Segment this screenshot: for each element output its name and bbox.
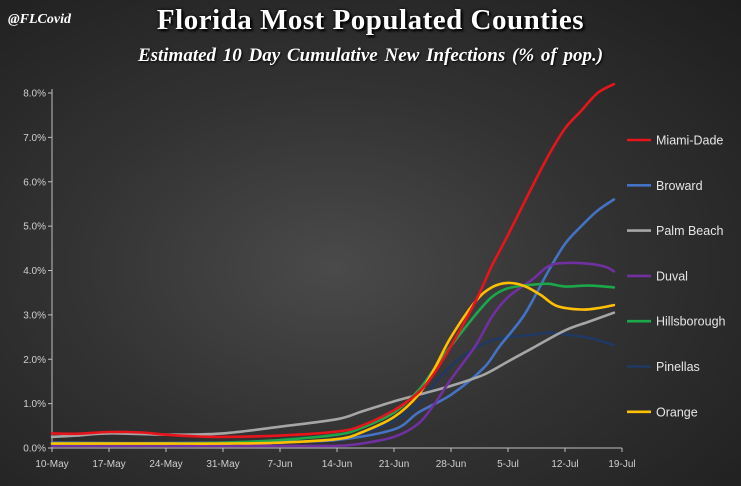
legend-label-hillsborough: Hillsborough — [656, 315, 726, 329]
y-tick-label: 0.0% — [23, 444, 46, 455]
x-tick-label: 7-Jun — [267, 459, 292, 470]
chart-subtitle: Estimated 10 Day Cumulative New Infectio… — [137, 45, 604, 66]
y-tick-label: 3.0% — [23, 310, 46, 321]
x-tick-label: 5-Jul — [497, 459, 519, 470]
y-tick-label: 4.0% — [23, 266, 46, 277]
x-tick-label: 21-Jun — [379, 459, 410, 470]
x-tick-label: 19-Jul — [608, 459, 635, 470]
y-tick-label: 8.0% — [23, 89, 46, 100]
plot-lines — [50, 82, 616, 448]
x-tick-label: 12-Jul — [551, 459, 578, 470]
series-line-orange — [50, 281, 616, 445]
x-tick-label: 28-Jun — [436, 459, 467, 470]
chart-legend: Miami-Dade Broward Palm Beach Duval Hillsbor… — [627, 134, 726, 419]
legend-label-miami-dade: Miami-Dade — [656, 134, 723, 148]
chart-axes: 0.0% 1.0% 2.0% 3.0% 4.0% 5.0% 6.0% 7.0% 8.0% 10-M… — [23, 89, 635, 471]
legend-label-broward: Broward — [656, 179, 703, 193]
x-tick-label: 31-May — [206, 459, 239, 470]
legend-label-duval: Duval — [656, 269, 688, 283]
y-tick-label: 6.0% — [23, 177, 46, 188]
series-line-duval — [50, 261, 616, 448]
series-line-miami-dade — [50, 82, 616, 439]
x-tick-label: 10-May — [35, 459, 68, 470]
legend-label-palm-beach: Palm Beach — [656, 224, 723, 238]
y-tick-label: 7.0% — [23, 133, 46, 144]
legend-label-orange: Orange — [656, 405, 698, 419]
x-tick-label: 24-May — [149, 459, 182, 470]
x-tick-label: 17-May — [92, 459, 125, 470]
y-tick-label: 5.0% — [23, 222, 46, 233]
chart-title: Florida Most Populated Counties — [156, 4, 585, 36]
x-tick-label: 14-Jun — [322, 459, 353, 470]
legend-label-pinellas: Pinellas — [656, 360, 700, 374]
series-line-broward — [50, 198, 616, 445]
y-tick-label: 1.0% — [23, 399, 46, 410]
y-tick-label: 2.0% — [23, 355, 46, 366]
series-line-palm-beach — [50, 311, 616, 439]
twitter-handle: @FLCovid — [8, 12, 71, 27]
